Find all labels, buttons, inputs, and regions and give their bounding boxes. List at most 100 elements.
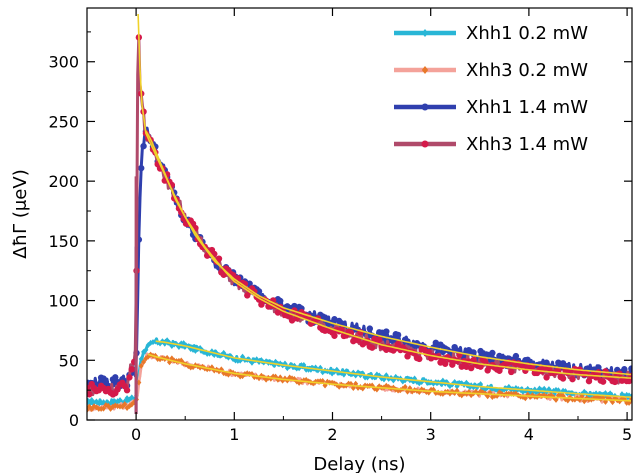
- data-point: [87, 391, 93, 398]
- data-point: [559, 375, 567, 382]
- x-axis-title: Delay (ns): [313, 454, 405, 473]
- data-point: [354, 337, 362, 344]
- data-point: [555, 359, 562, 366]
- data-point: [383, 328, 390, 335]
- data-point: [416, 355, 423, 363]
- legend-entry: Xhh3 1.4 mW: [394, 134, 588, 155]
- legend-label: Xhh3 0.2 mW: [466, 60, 588, 81]
- y-tick-label: 300: [48, 53, 79, 72]
- data-point: [244, 292, 251, 299]
- data-point: [215, 255, 223, 262]
- data-point: [437, 341, 444, 348]
- data-point: [585, 377, 593, 385]
- data-point: [140, 142, 147, 150]
- data-point: [470, 349, 477, 356]
- legend-entry: Xhh1 0.2 mW: [394, 23, 588, 44]
- y-tick-label: 250: [48, 112, 79, 131]
- legend-marker: [421, 140, 429, 148]
- series-layer: [87, 34, 632, 415]
- data-point: [331, 332, 338, 339]
- x-tick-label: 3: [426, 425, 436, 444]
- data-point: [489, 349, 496, 357]
- data-point: [87, 403, 92, 410]
- fit-line: [155, 340, 632, 398]
- data-point: [477, 347, 484, 355]
- data-point: [512, 352, 520, 360]
- y-axis-title: ΔħΓ (μeV): [10, 169, 31, 258]
- x-tick-label: 5: [622, 425, 632, 444]
- data-point: [321, 314, 329, 321]
- data-point: [458, 363, 465, 370]
- data-point: [100, 405, 106, 412]
- fit-layer: [137, 13, 632, 402]
- fit-line: [147, 353, 631, 402]
- legend-marker: [421, 66, 429, 74]
- legend-entry: Xhh1 1.4 mW: [394, 97, 588, 118]
- data-point: [569, 375, 576, 383]
- data-point: [255, 288, 263, 295]
- data-point: [628, 365, 632, 372]
- data-point: [246, 280, 253, 287]
- data-point: [138, 164, 145, 172]
- legend-marker: [421, 103, 429, 111]
- data-point: [301, 362, 307, 369]
- data-point: [394, 331, 402, 339]
- data-point: [220, 271, 227, 278]
- series-xhh3-0-2-mw: [87, 351, 632, 414]
- data-point: [425, 348, 432, 356]
- legend-marker: [421, 29, 429, 37]
- data-point: [508, 368, 515, 376]
- legend-label: Xhh1 1.4 mW: [466, 97, 588, 118]
- y-tick-label: 100: [48, 292, 79, 311]
- plot-area: [87, 13, 632, 415]
- data-point: [112, 374, 119, 381]
- data-point: [449, 361, 456, 368]
- y-tick-label: 200: [48, 172, 79, 191]
- data-point: [138, 362, 144, 369]
- data-point: [478, 381, 484, 388]
- data-point: [625, 377, 632, 385]
- data-point: [628, 396, 632, 403]
- series-xhh1-1-4-mw: [87, 126, 632, 391]
- data-point: [611, 378, 619, 386]
- data-point: [143, 346, 149, 353]
- data-point: [402, 383, 408, 390]
- y-tick-label: 50: [59, 351, 79, 370]
- x-tick-label: 1: [229, 425, 239, 444]
- data-point: [123, 387, 131, 394]
- y-tick-label: 150: [48, 232, 79, 251]
- fit-line: [145, 130, 632, 376]
- legend-label: Xhh1 0.2 mW: [466, 23, 588, 44]
- y-axis: 0 50 100 150 200 250 300: [48, 31, 632, 430]
- data-point: [376, 336, 383, 343]
- data-point: [599, 378, 607, 385]
- data-point: [541, 385, 547, 392]
- data-point: [102, 378, 110, 386]
- data-point: [366, 325, 374, 332]
- data-point: [87, 397, 90, 404]
- data-point: [477, 363, 484, 370]
- data-point: [122, 401, 128, 408]
- series-line: [87, 126, 632, 391]
- data-point: [394, 340, 402, 347]
- data-point: [442, 360, 449, 367]
- data-point: [546, 386, 552, 393]
- data-point: [543, 374, 550, 381]
- x-tick-label: 0: [131, 425, 141, 444]
- data-point: [368, 344, 376, 351]
- y-tick-label: 0: [69, 411, 79, 430]
- data-point: [553, 396, 559, 403]
- data-point: [467, 364, 475, 372]
- data-point: [602, 390, 608, 397]
- data-point: [240, 353, 246, 360]
- data-point: [126, 374, 133, 381]
- legend-entry: Xhh3 0.2 mW: [394, 60, 588, 81]
- data-point: [87, 407, 90, 414]
- data-point: [607, 390, 613, 397]
- legend-label: Xhh3 1.4 mW: [466, 134, 588, 155]
- data-point: [114, 386, 121, 393]
- data-point: [277, 297, 284, 305]
- legend: Xhh1 0.2 mW Xhh3 0.2 mW Xhh1 1.4 mW Xhh3 1.…: [394, 23, 588, 155]
- plot-frame: [86, 7, 633, 421]
